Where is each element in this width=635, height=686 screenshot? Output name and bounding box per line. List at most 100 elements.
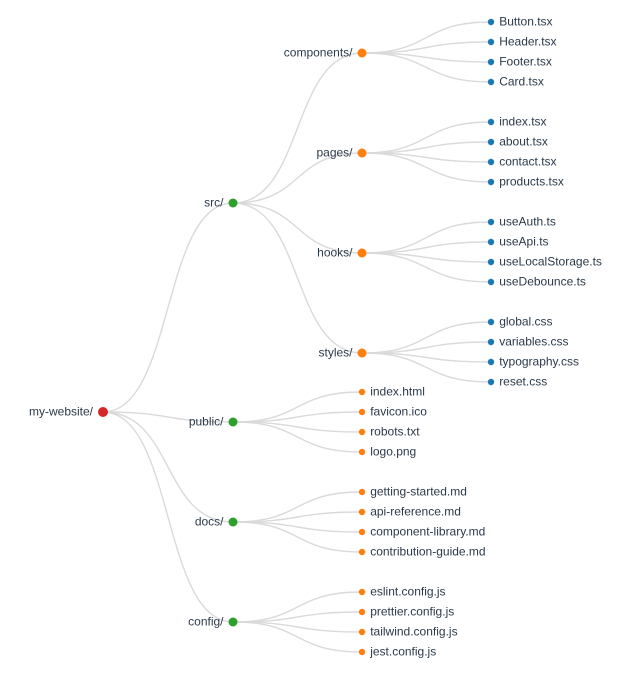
tree-leaf-node[interactable]: products.tsx [487, 175, 564, 189]
tree-edge [102, 411, 234, 623]
node-dot-icon[interactable] [487, 358, 495, 366]
node-dot-icon[interactable] [487, 378, 495, 386]
tree-folder-node[interactable]: public/ [189, 415, 238, 429]
node-label: Card.tsx [499, 75, 544, 89]
node-dot-icon[interactable] [358, 588, 366, 596]
node-dot-icon[interactable] [358, 548, 366, 556]
node-label: robots.txt [370, 425, 420, 439]
node-dot-icon[interactable] [487, 158, 495, 166]
node-dot-icon[interactable] [228, 617, 238, 627]
tree-leaf-node[interactable]: index.tsx [487, 115, 547, 129]
node-dot-icon[interactable] [487, 258, 495, 266]
tree-edge [232, 411, 363, 423]
tree-folder-node[interactable]: config/ [188, 615, 238, 629]
tree-leaf-node[interactable]: about.tsx [487, 135, 548, 149]
node-label: about.tsx [499, 135, 548, 149]
tree-leaf-node[interactable]: Card.tsx [487, 75, 544, 89]
tree-leaf-node[interactable]: useLocalStorage.ts [487, 255, 602, 269]
node-label: useDebounce.ts [499, 275, 586, 289]
tree-folder-node[interactable]: docs/ [195, 515, 238, 529]
tree-edge [232, 491, 363, 523]
node-label: useLocalStorage.ts [499, 255, 602, 269]
tree-leaf-node[interactable]: jest.config.js [358, 645, 436, 659]
node-label: prettier.config.js [370, 605, 454, 619]
node-dot-icon[interactable] [487, 278, 495, 286]
node-dot-icon[interactable] [487, 58, 495, 66]
tree-leaf-node[interactable]: useAuth.ts [487, 215, 556, 229]
node-dot-icon[interactable] [357, 148, 367, 158]
node-dot-icon[interactable] [358, 628, 366, 636]
tree-leaf-node[interactable]: prettier.config.js [358, 605, 454, 619]
tree-leaf-node[interactable]: Header.tsx [487, 35, 557, 49]
node-dot-icon[interactable] [358, 408, 366, 416]
tree-leaf-node[interactable]: logo.png [358, 445, 416, 459]
node-dot-icon[interactable] [487, 78, 495, 86]
tree-edge [232, 52, 363, 204]
node-dot-icon[interactable] [487, 138, 495, 146]
tree-leaf-node[interactable]: favicon.ico [358, 405, 427, 419]
node-dot-icon[interactable] [98, 407, 108, 417]
tree-leaf-node[interactable]: variables.css [487, 335, 569, 349]
tree-leaf-node[interactable]: tailwind.config.js [358, 625, 458, 639]
node-dot-icon[interactable] [357, 248, 367, 258]
node-dot-icon[interactable] [357, 48, 367, 58]
tree-leaf-node[interactable]: Button.tsx [487, 15, 553, 29]
tree-leaf-node[interactable]: index.html [358, 385, 425, 399]
node-dot-icon[interactable] [357, 348, 367, 358]
tree-leaf-node[interactable]: Footer.tsx [487, 55, 552, 69]
tree-leaf-node[interactable]: reset.css [487, 375, 547, 389]
node-dot-icon[interactable] [228, 198, 238, 208]
tree-leaf-node[interactable]: contact.tsx [487, 155, 557, 169]
node-label: contact.tsx [499, 155, 556, 169]
node-label: styles/ [318, 346, 353, 360]
node-dot-icon[interactable] [487, 238, 495, 246]
node-dot-icon[interactable] [487, 18, 495, 26]
tree-nodes-layer: my-website/src/components/pages/hooks/st… [29, 15, 602, 659]
tree-edge [232, 611, 363, 623]
tree-folder-node[interactable]: hooks/ [317, 246, 367, 260]
tree-edge [361, 121, 492, 154]
tree-edge [102, 202, 234, 413]
tree-folder-node[interactable]: styles/ [318, 346, 367, 360]
tree-leaf-node[interactable]: robots.txt [358, 425, 420, 439]
tree-leaf-node[interactable]: contribution-guide.md [358, 545, 486, 559]
node-label: reset.css [499, 375, 547, 389]
node-dot-icon[interactable] [358, 648, 366, 656]
tree-leaf-node[interactable]: global.css [487, 315, 553, 329]
tree-leaf-node[interactable]: getting-started.md [358, 485, 467, 499]
tree-edge [361, 252, 492, 283]
node-dot-icon[interactable] [487, 218, 495, 226]
tree-edge [361, 52, 492, 83]
tree-edge [232, 511, 363, 523]
tree-leaf-node[interactable]: typography.css [487, 355, 579, 369]
node-dot-icon[interactable] [487, 318, 495, 326]
tree-leaf-node[interactable]: useDebounce.ts [487, 275, 586, 289]
node-dot-icon[interactable] [487, 118, 495, 126]
node-dot-icon[interactable] [358, 608, 366, 616]
tree-folder-node[interactable]: src/ [204, 196, 238, 210]
tree-edge [361, 41, 492, 54]
tree-root-node[interactable]: my-website/ [29, 405, 108, 419]
node-dot-icon[interactable] [487, 38, 495, 46]
node-dot-icon[interactable] [228, 517, 238, 527]
node-label: useApi.ts [499, 235, 548, 249]
node-dot-icon[interactable] [358, 488, 366, 496]
node-dot-icon[interactable] [487, 338, 495, 346]
tree-leaf-node[interactable]: eslint.config.js [358, 585, 446, 599]
tree-leaf-node[interactable]: api-reference.md [358, 505, 461, 519]
node-dot-icon[interactable] [358, 388, 366, 396]
node-dot-icon[interactable] [358, 448, 366, 456]
node-dot-icon[interactable] [487, 178, 495, 186]
node-dot-icon[interactable] [358, 428, 366, 436]
node-dot-icon[interactable] [358, 508, 366, 516]
tree-edge [102, 411, 234, 523]
tree-folder-node[interactable]: pages/ [316, 146, 367, 160]
tree-leaf-node[interactable]: component-library.md [358, 525, 486, 539]
node-label: component-library.md [370, 525, 485, 539]
tree-edges-layer [102, 21, 492, 653]
tree-leaf-node[interactable]: useApi.ts [487, 235, 549, 249]
node-dot-icon[interactable] [228, 417, 238, 427]
node-dot-icon[interactable] [358, 528, 366, 536]
tree-folder-node[interactable]: components/ [284, 46, 367, 60]
node-label: global.css [499, 315, 552, 329]
